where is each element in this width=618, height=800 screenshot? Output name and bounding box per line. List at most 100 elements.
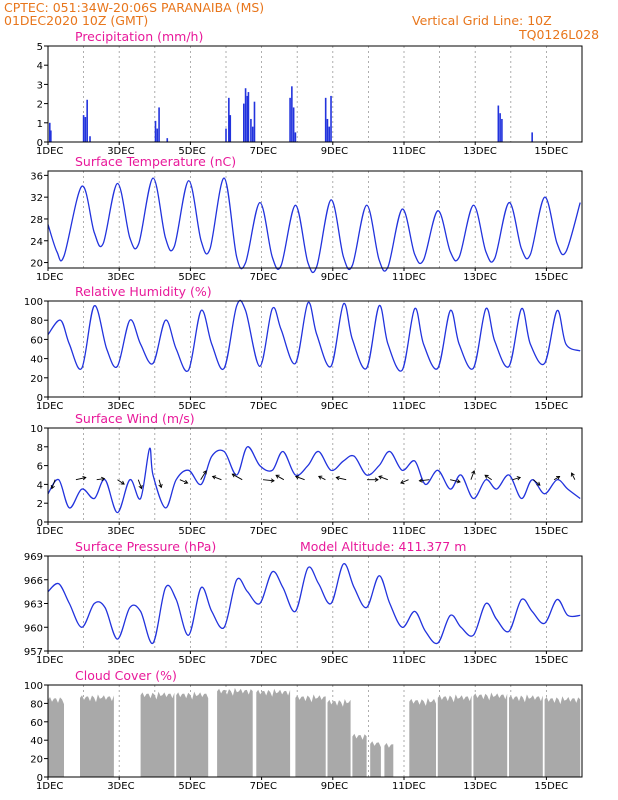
wind-vector-head	[556, 475, 561, 480]
wind-vector-head	[211, 475, 217, 480]
precipitation-bar	[324, 97, 327, 142]
cloud-cover-xtick-label: 5DEC	[178, 781, 205, 792]
wind-vector-shaft	[571, 472, 576, 480]
cloud-cover-xtick-label: 13DEC	[463, 781, 497, 792]
cloud-cover-xtick-label: 15DEC	[534, 781, 568, 792]
header-grid-note: Vertical Grid Line: 10Z	[412, 13, 552, 28]
humidity-ytick-label: 40	[30, 355, 43, 366]
wind-vector-shaft	[318, 475, 326, 481]
wind-vector-head	[318, 475, 323, 480]
wind-vector-shaft	[336, 477, 347, 481]
precipitation-bar	[246, 95, 249, 142]
cloud-cover-area	[352, 733, 367, 777]
precipitation-bar	[89, 136, 91, 142]
precipitation-frame	[47, 45, 583, 143]
temperature-ytick-label: 32	[30, 193, 43, 204]
precipitation-bar	[531, 132, 533, 142]
pressure-xtick-label: 3DEC	[107, 655, 134, 666]
wind-vector-shaft	[212, 475, 222, 481]
cloud-cover-area	[80, 694, 114, 777]
cloud-cover-ytick-label: 80	[30, 699, 43, 710]
pressure-xtick-label: 1DEC	[36, 655, 63, 666]
humidity-ytick-label: 80	[30, 316, 43, 327]
wind-vector-shaft	[512, 477, 521, 481]
precipitation-bar	[247, 92, 250, 142]
wind-vector-shaft	[75, 477, 86, 481]
pressure-xtick-label: 11DEC	[392, 655, 426, 666]
wind-vector-head	[270, 478, 275, 483]
wind-vector-head	[374, 477, 379, 482]
wind-vector-shaft	[419, 479, 430, 482]
pressure-ytick-label: 969	[24, 552, 43, 563]
temperature-xtick-label: 15DEC	[534, 272, 568, 283]
precipitation-bar	[292, 107, 295, 142]
wind-vector-shaft	[484, 474, 492, 481]
cloud-cover-area	[176, 691, 209, 777]
cloud-cover-area	[48, 697, 64, 777]
precipitation-bar	[82, 115, 85, 142]
pressure-xtick-label: 7DEC	[250, 655, 277, 666]
wind-ytick-label: 2	[37, 499, 43, 510]
wind-vector-head	[158, 483, 163, 489]
cloud-cover-ytick-label: 40	[30, 736, 43, 747]
cloud-cover-area	[384, 743, 394, 777]
wind-vector-shaft	[470, 470, 475, 480]
wind-xtick-label: 3DEC	[107, 526, 134, 537]
header-date: 01DEC2020 10Z (GMT)	[4, 13, 148, 28]
pressure-ytick-label: 960	[24, 623, 43, 634]
cloud-cover-area	[370, 741, 381, 777]
wind-vector-head	[120, 480, 125, 485]
wind-vector-head	[294, 475, 300, 480]
wind-series-line	[47, 446, 581, 514]
humidity-series-line	[47, 299, 581, 373]
pressure-ytick-label: 966	[24, 576, 43, 587]
pressure-ytick-label: 963	[24, 600, 43, 611]
precipitation-bar	[294, 132, 297, 142]
cloud-cover-xtick-label: 3DEC	[107, 781, 134, 792]
wind-xtick-label: 9DEC	[321, 526, 348, 537]
wind-vector-shaft	[96, 478, 105, 481]
wind-vector-shaft	[533, 479, 541, 486]
humidity-panel: 0 20 40 60 80 100 1DEC 3DEC 5DEC 7DEC 9DEC 11DEC 13D…	[24, 284, 583, 412]
temperature-series-line	[47, 177, 581, 274]
pressure-title: Surface Pressure (hPa)	[75, 539, 216, 554]
precipitation-ytick-label: 3	[37, 80, 43, 91]
wind-vector-head	[101, 476, 106, 482]
precipitation-xtick-label: 1DEC	[36, 146, 63, 157]
temperature-ytick-label: 28	[30, 215, 43, 226]
wind-vector-shaft	[158, 479, 162, 488]
precipitation-xtick-label: 15DEC	[534, 146, 568, 157]
cloud-cover-xtick-label: 1DEC	[36, 781, 63, 792]
wind-vector-head	[570, 472, 575, 477]
temperature-xtick-label: 7DEC	[250, 272, 277, 283]
precipitation-bar	[50, 130, 52, 142]
wind-vector-head	[184, 479, 189, 484]
cloud-cover-ytick-label: 100	[24, 681, 43, 692]
temperature-xtick-label: 9DEC	[321, 272, 348, 283]
precipitation-title: Precipitation (mm/h)	[75, 29, 203, 44]
precipitation-xtick-label: 9DEC	[321, 146, 348, 157]
pressure-xtick-label: 15DEC	[534, 655, 568, 666]
cloud-cover-frame	[47, 684, 583, 778]
precipitation-bar	[154, 120, 157, 142]
cloud-cover-title: Cloud Cover (%)	[75, 668, 177, 683]
temperature-xtick-label: 3DEC	[107, 272, 134, 283]
wind-vector-shaft	[137, 479, 143, 489]
cloud-cover-area	[544, 696, 581, 777]
wind-ytick-label: 10	[30, 424, 43, 435]
precipitation-bar	[501, 118, 503, 142]
cloud-cover-ytick-label: 20	[30, 755, 43, 766]
wind-xtick-label: 15DEC	[534, 526, 568, 537]
wind-vector-shaft	[400, 479, 409, 484]
header-station: CPTEC: 051:34W-20:06S PARANAIBA (MS)	[4, 0, 264, 15]
wind-vector-head	[516, 476, 522, 481]
humidity-ytick-label: 100	[24, 297, 43, 308]
precipitation-ytick-label: 2	[37, 100, 43, 111]
humidity-xtick-label: 7DEC	[250, 401, 277, 412]
pressure-frame	[47, 555, 583, 652]
wind-frame	[47, 427, 583, 523]
model-altitude-label: Model Altitude: 411.377 m	[300, 539, 466, 554]
wind-vector-shaft	[232, 473, 243, 481]
precipitation-bar	[497, 105, 500, 142]
